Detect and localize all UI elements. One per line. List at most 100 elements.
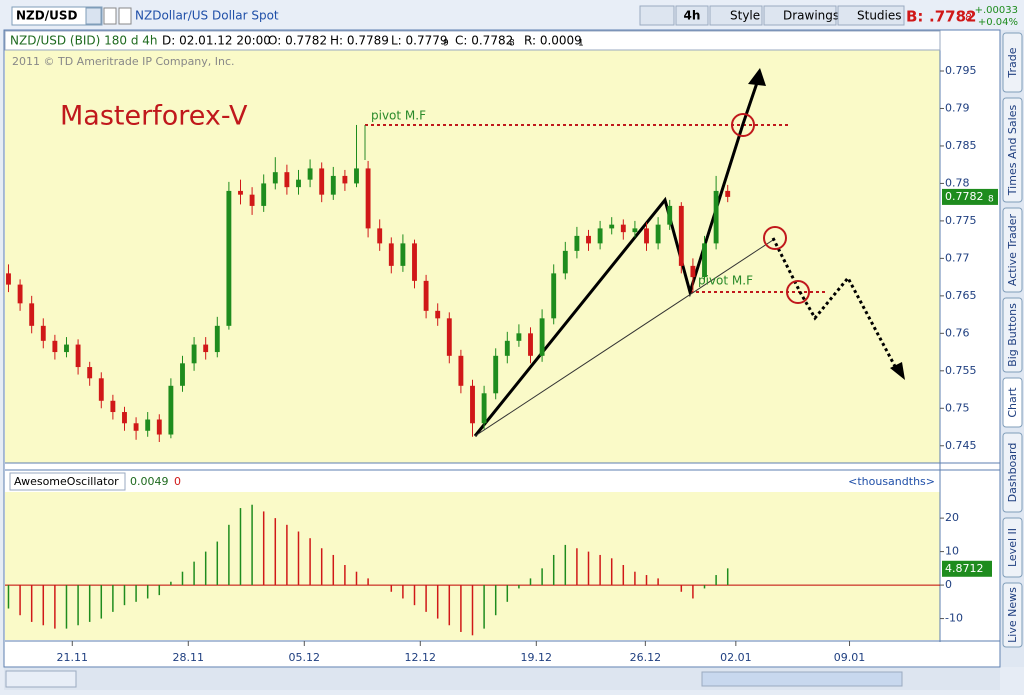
side-tab-label[interactable]: Dashboard: [1006, 443, 1019, 503]
candle-body: [203, 344, 209, 353]
info-high: H: 0.7789: [330, 34, 389, 48]
info-close: C: 0.7782: [455, 34, 513, 48]
bid-sub: 8: [965, 11, 972, 24]
x-tick-label: 19.12: [521, 651, 553, 664]
side-tab[interactable]: [1002, 432, 1023, 513]
studies-button[interactable]: [837, 5, 905, 26]
last-price: 0.7782: [945, 190, 984, 203]
style-label[interactable]: Style: [730, 9, 760, 23]
hash-button[interactable]: [118, 7, 132, 25]
symbol-dropdown[interactable]: [85, 7, 102, 25]
symbol-box[interactable]: [11, 6, 103, 26]
pivot-label: pivot M.F: [698, 274, 753, 288]
forecast-line: [771, 237, 900, 373]
candle-body: [296, 179, 301, 188]
candle-body: [516, 333, 522, 341]
side-tab-label[interactable]: Live News: [1006, 587, 1019, 643]
drawings-label[interactable]: Drawings: [783, 9, 839, 23]
candle-body: [122, 412, 127, 424]
side-tab[interactable]: [1002, 297, 1023, 373]
side-tab[interactable]: [1002, 582, 1023, 648]
info-low-sub: 9: [443, 39, 449, 49]
study-name[interactable]: AwesomeOscillator: [14, 475, 119, 488]
candle-body: [481, 393, 487, 424]
info-bar-bg: [4, 30, 941, 51]
y-tick-label: 0.78: [945, 176, 970, 189]
side-tab[interactable]: [1002, 207, 1023, 293]
x-tick-label: 21.11: [57, 651, 89, 664]
candle-body: [562, 250, 568, 274]
side-tab-label[interactable]: Level II: [1006, 528, 1019, 567]
style-button[interactable]: [709, 5, 763, 26]
y-tick-label: 0.79: [945, 101, 970, 114]
period[interactable]: 4h: [684, 9, 701, 23]
study-name-box[interactable]: [9, 472, 126, 491]
candle-body: [64, 344, 69, 353]
info-bar: NZD/USD (BID) 180 d 4h D: 02.01.12 20:00…: [4, 30, 941, 51]
bid: .7782: [929, 8, 976, 26]
scroll-thumb[interactable]: [701, 671, 903, 687]
candle-body: [330, 175, 336, 195]
study-value: 0.0049: [130, 475, 169, 488]
side-tab-label[interactable]: Active Trader: [1006, 213, 1019, 286]
y-tick-label: 0: [945, 578, 952, 591]
symbol[interactable]: NZD/USD: [16, 9, 77, 23]
candle-body: [110, 400, 116, 413]
candle-body: [574, 235, 580, 251]
candle-body: [180, 363, 185, 386]
drawings-button[interactable]: [763, 5, 837, 26]
copyright: 2011 © TD Ameritrade IP Company, Inc.: [12, 55, 235, 68]
change: +.00033: [975, 5, 1018, 16]
x-tick-label: 09.01: [834, 651, 866, 664]
candle-body: [493, 355, 499, 394]
zoom-controls[interactable]: [5, 670, 77, 688]
target-circle: [763, 226, 787, 250]
studies-label[interactable]: Studies: [857, 9, 902, 23]
candle-body: [354, 168, 359, 184]
candle-body: [644, 228, 649, 244]
side-tab[interactable]: [1002, 517, 1023, 578]
side-tab-label[interactable]: Trade: [1006, 47, 1019, 78]
study-value2: 0: [174, 475, 181, 488]
period-button[interactable]: [675, 5, 709, 26]
candle-body: [168, 385, 174, 435]
x-tick-label: 28.11: [173, 651, 205, 664]
y-tick-label: 10: [945, 545, 959, 558]
candle-body: [40, 325, 46, 341]
candle-body: [377, 228, 383, 244]
candle-body: [342, 175, 348, 184]
side-tab[interactable]: [1002, 32, 1023, 93]
side-tab[interactable]: [1002, 97, 1023, 203]
candle-body: [470, 385, 475, 424]
candle-body: [423, 280, 429, 311]
side-tab-label[interactable]: Big Buttons: [1006, 303, 1019, 367]
drawings: [364, 68, 905, 437]
candle-body: [725, 190, 731, 197]
candle-body: [214, 325, 220, 353]
side-tab[interactable]: [1002, 377, 1023, 428]
last-price-sub: 8: [988, 194, 994, 204]
y-tick-label: 0.755: [945, 364, 977, 377]
candle-body: [145, 419, 151, 431]
change-pct: +0.04%: [978, 17, 1018, 28]
side-tab-label[interactable]: Chart: [1006, 387, 1019, 418]
candle-body: [87, 367, 93, 379]
candle-body: [446, 318, 452, 356]
candle-body: [284, 172, 290, 188]
side-tab-label[interactable]: Times And Sales: [1006, 105, 1019, 197]
info-range: R: 0.0009: [524, 34, 582, 48]
y-tick-label: 0.775: [945, 214, 977, 227]
y-tick-label: 0.77: [945, 251, 970, 264]
candle-body: [6, 273, 11, 285]
candle-body: [597, 228, 603, 244]
link-button[interactable]: [103, 7, 117, 25]
info-title: NZD/USD (BID) 180 d 4h: [10, 34, 158, 48]
y-tick-label: 0.76: [945, 326, 970, 339]
pivot-label: pivot M.F: [371, 109, 426, 123]
candle-body: [319, 168, 325, 195]
tool-button[interactable]: [639, 5, 675, 26]
candle-body: [133, 423, 139, 431]
info-open: O: 0.7782: [268, 34, 327, 48]
